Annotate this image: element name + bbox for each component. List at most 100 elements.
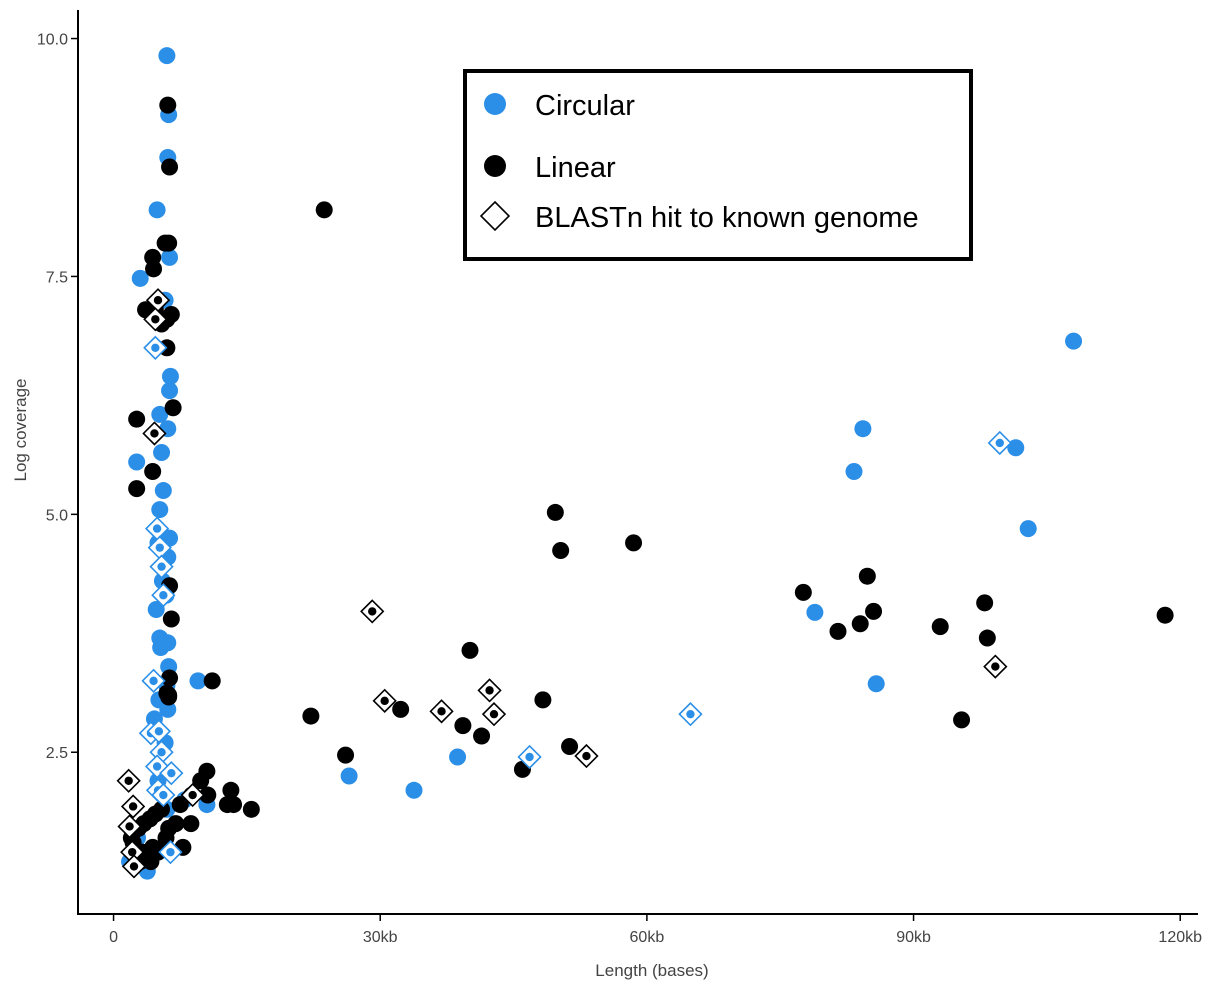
circular-point [159,700,177,718]
linear-point [473,727,491,745]
blastn-hit-dot [153,296,163,305]
blastn-hit-dot [125,822,134,831]
legend-circular-label: Circular [535,90,635,122]
linear-point [552,541,570,559]
linear-point [315,201,333,219]
blastn-hit-dot [151,315,160,324]
linear-point [153,800,171,818]
legend-linear-label: Linear [535,152,616,184]
blastn-hit-dot [995,438,1004,448]
circular-point [845,463,863,481]
legend-blastn-label: BLASTn hit to known genome [535,202,919,234]
blastn-hit-dot [152,762,162,771]
circular-point [449,748,467,766]
ticks-layer: 0 30kb 60kb 90kb 120kb 2.5 5.0 7.5 10.0 [37,32,1202,946]
x-tick-label: 60kb [630,929,665,946]
linear-point [561,738,579,756]
circular-point [154,482,172,500]
linear-point [242,800,260,818]
linear-point [461,641,479,659]
legend-circular-marker [484,93,506,115]
y-axis-label: Log coverage [11,378,30,481]
linear-point [160,234,178,252]
linear-point [145,260,163,278]
x-tick-label: 120kb [1158,929,1202,946]
blastn-hit-dot [157,562,166,571]
circular-point [161,248,179,266]
linear-point [162,610,180,628]
y-tick-label: 10.0 [37,32,68,49]
y-tick-label: 5.0 [46,507,68,524]
blastn-hit-dot [157,748,166,757]
legend-box [463,69,973,261]
x-tick-label: 0 [109,929,118,946]
linear-point [454,717,472,735]
linear-point [931,618,949,636]
blastn-hit-dot [380,696,389,706]
linear-point [203,672,221,690]
circular-point [153,443,171,461]
circular-point [151,501,169,519]
blastn-hit-dot [485,686,494,695]
y-tick-label: 2.5 [46,745,68,762]
legend-linear-marker [484,155,506,177]
blastn-hit-dot [525,752,534,762]
blastn-hit-dot [166,847,175,857]
linear-point [167,815,185,833]
circular-point [161,382,179,400]
linear-point [794,583,812,601]
marks-layer [116,47,1174,880]
blastn-hit-dot [154,727,164,736]
axes-layer [77,10,1198,915]
circular-point [1019,520,1037,538]
linear-point [625,534,643,552]
circular-point [340,767,358,785]
blastn-hit-dot [129,862,139,871]
linear-point [171,796,189,814]
linear-point [865,602,883,620]
blastn-hit-dot [128,802,138,811]
linear-point [337,746,355,764]
blastn-hit-dot [152,524,162,533]
linear-point [302,707,320,725]
blastn-hit-dot [128,847,137,857]
blastn-hit-dot [151,343,160,353]
linear-point [160,686,178,704]
blastn-hit-dot [437,707,446,716]
linear-point [128,480,146,498]
linear-point [534,691,552,709]
circular-point [148,201,166,219]
blastn-hit-dot [149,676,158,686]
linear-point [164,399,182,417]
linear-point [829,622,847,640]
linear-point [546,503,564,521]
circular-point [806,603,824,621]
linear-point [161,669,179,687]
blastn-hit-dot [489,709,499,719]
linear-point [198,762,216,780]
circular-point [161,367,179,385]
linear-point [144,838,162,856]
circular-point [131,269,149,287]
blastn-hit-dot [159,591,168,600]
circular-point [854,420,872,438]
legend: Circular Linear BLASTn hit to known geno… [463,69,973,261]
linear-point [851,615,869,633]
blastn-hit-dot [167,768,176,778]
linear-point [128,410,146,428]
blastn-hit-dot [155,543,164,552]
blastn-hit-dot [150,429,159,438]
circular-point [151,405,169,423]
linear-point [225,796,243,814]
linear-point [978,629,996,647]
linear-point [392,700,410,718]
circular-point [147,600,165,618]
circular-point [1007,439,1025,457]
circular-point [189,672,207,690]
blastn-hit-dot [188,790,197,800]
x-tick-label: 90kb [896,929,931,946]
linear-point [144,463,162,481]
circular-point [128,453,146,471]
